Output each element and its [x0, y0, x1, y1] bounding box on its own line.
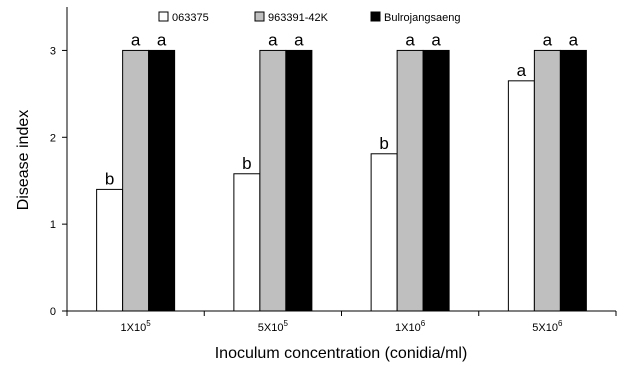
bar: [533, 49, 561, 312]
y-tick-label: 2: [50, 132, 56, 144]
legend-swatch: [370, 11, 381, 22]
bar: [148, 49, 176, 312]
significance-letter: a: [569, 30, 579, 49]
significance-letter: a: [405, 30, 415, 49]
bar: [396, 49, 424, 312]
significance-letter: b: [379, 134, 388, 153]
bar: [233, 173, 261, 312]
bar: [96, 188, 124, 312]
bar: [559, 49, 587, 312]
significance-letter: a: [268, 30, 278, 49]
significance-letter: a: [517, 61, 527, 80]
y-tick-label: 0: [50, 306, 56, 318]
y-tick-label: 3: [50, 45, 56, 57]
legend-swatch: [158, 11, 169, 22]
significance-letter: a: [543, 30, 553, 49]
bar: [370, 153, 398, 312]
significance-letter: b: [105, 169, 114, 188]
x-tick-label: 5X106: [532, 319, 563, 334]
x-tick-label: 1X106: [395, 319, 426, 334]
significance-letter: b: [242, 154, 251, 173]
x-tick-label: 5X105: [258, 319, 289, 334]
legend-label: 063375: [172, 12, 209, 24]
legend-label: Bulrojangsaeng: [384, 12, 460, 24]
x-tick-label: 1X105: [121, 319, 152, 334]
legend-swatch: [254, 11, 265, 22]
y-tick-label: 1: [50, 219, 56, 231]
bar: [507, 80, 535, 312]
bar: [259, 49, 287, 312]
significance-letter: a: [431, 30, 441, 49]
bar: [285, 49, 313, 312]
x-axis-label: Inoculum concentration (conidia/ml): [215, 345, 468, 362]
significance-letter: a: [157, 30, 167, 49]
significance-letter: a: [131, 30, 141, 49]
bar: [422, 49, 450, 312]
y-axis-label: Disease index: [15, 110, 32, 211]
significance-letter: a: [294, 30, 304, 49]
bar: [122, 49, 150, 312]
legend-label: 963391-42K: [268, 12, 329, 24]
